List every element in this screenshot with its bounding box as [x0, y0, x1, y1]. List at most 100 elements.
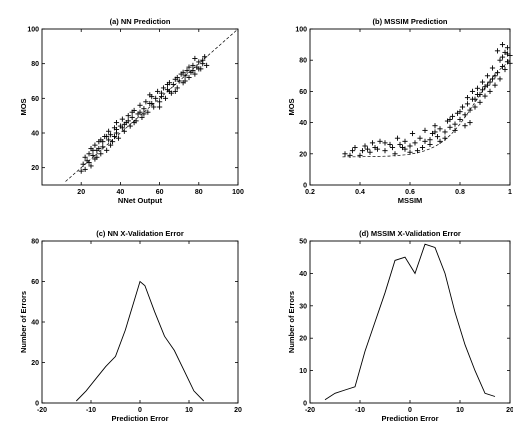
data-point	[447, 124, 453, 130]
x-tick-label: 40	[117, 189, 125, 196]
data-point	[100, 144, 106, 150]
data-point	[164, 81, 171, 88]
data-point	[100, 139, 106, 145]
data-point	[467, 120, 473, 126]
data-point	[349, 148, 356, 154]
y-tick-label: 60	[299, 89, 307, 96]
data-point	[104, 133, 110, 140]
data-point	[104, 147, 110, 153]
chart-panel-2: (c) NN X-Validation Error -20 -10 0 10 20 0 20 4…	[19, 229, 242, 423]
chart-title: (d) MSSIM X-Validation Error	[359, 229, 461, 238]
y-tick-label: 0	[35, 401, 39, 408]
y-tick-label: 60	[31, 279, 39, 286]
data-point	[457, 116, 463, 123]
data-point	[499, 54, 506, 60]
y-tick-label: 0	[303, 183, 307, 190]
data-point	[499, 42, 506, 48]
x-tick-label: -10	[86, 407, 96, 414]
x-tick-label: 0	[138, 407, 142, 414]
data-point	[119, 125, 125, 131]
data-point	[394, 135, 401, 141]
data-point	[90, 147, 96, 153]
data-point	[106, 128, 112, 134]
data-point	[180, 69, 186, 75]
data-point	[397, 141, 403, 148]
data-point	[482, 93, 488, 99]
data-point	[362, 143, 368, 149]
data-point	[504, 51, 511, 57]
y-tick-label: 80	[299, 58, 307, 65]
data-point	[82, 166, 88, 172]
data-point	[182, 73, 188, 79]
data-point	[86, 151, 92, 157]
chart-panel-3: (d) MSSIM X-Validation Error -20 -10 0 10 20 0…	[287, 229, 513, 423]
data-point	[141, 111, 147, 117]
data-point	[157, 104, 163, 110]
data-point	[113, 126, 120, 133]
y-tick-label: 40	[31, 131, 39, 138]
x-tick-label: 20	[506, 407, 513, 414]
data-point	[487, 79, 493, 85]
data-point	[442, 135, 448, 141]
data-point	[129, 114, 135, 120]
data-point	[342, 151, 348, 157]
y-tick-label: 20	[299, 336, 307, 343]
data-point	[352, 144, 358, 151]
x-tick-label: 0.8	[455, 189, 465, 196]
data-point	[417, 135, 423, 141]
data-point	[452, 121, 458, 127]
y-tick-label: 80	[31, 61, 39, 68]
data-point	[489, 65, 496, 71]
data-point	[457, 109, 463, 115]
data-point	[147, 92, 153, 98]
plot-frame	[309, 28, 511, 186]
x-tick-label: 80	[195, 189, 203, 196]
data-point	[137, 102, 143, 108]
data-point	[452, 127, 458, 133]
data-point	[162, 95, 169, 101]
data-point	[192, 71, 198, 77]
data-point	[449, 113, 456, 119]
error-distribution-line	[324, 243, 496, 401]
data-point	[155, 88, 161, 94]
data-point	[113, 120, 120, 126]
data-point	[145, 109, 151, 115]
data-point	[109, 139, 116, 145]
data-point	[115, 135, 122, 141]
data-point	[90, 152, 96, 159]
data-point	[160, 85, 167, 91]
data-point	[472, 104, 478, 110]
data-point	[427, 137, 433, 143]
data-point	[494, 70, 501, 76]
data-point	[492, 82, 498, 88]
data-point	[432, 129, 438, 135]
chart-title: (c) NN X-Validation Error	[96, 229, 184, 238]
data-point	[412, 140, 418, 146]
data-point	[499, 63, 506, 70]
data-point	[166, 88, 172, 94]
data-point	[121, 128, 127, 134]
data-point	[462, 123, 468, 129]
data-point	[382, 148, 388, 154]
data-point	[202, 54, 208, 60]
data-point	[184, 68, 190, 74]
y-tick-label: 10	[299, 368, 307, 375]
data-point	[80, 161, 86, 167]
x-tick-label: -20	[305, 407, 315, 414]
x-tick-label: 20	[234, 407, 242, 414]
data-point	[121, 121, 127, 127]
data-point	[127, 123, 133, 129]
data-point	[414, 148, 421, 154]
x-tick-label: 0.4	[355, 189, 365, 196]
data-point	[492, 73, 498, 79]
data-point	[125, 118, 131, 124]
data-point	[494, 48, 501, 54]
data-point	[186, 74, 192, 81]
y-tick-label: 30	[299, 303, 307, 310]
x-tick-label: 0.2	[305, 189, 315, 196]
x-tick-label: -20	[37, 407, 47, 414]
data-point	[190, 62, 196, 68]
data-point	[94, 154, 100, 160]
data-point	[472, 96, 478, 102]
data-point	[174, 74, 180, 81]
